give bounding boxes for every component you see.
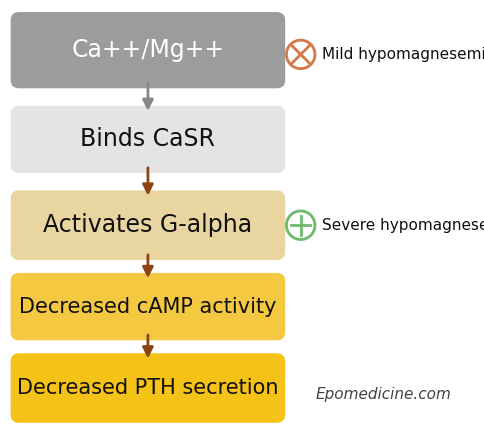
FancyBboxPatch shape	[11, 12, 285, 88]
FancyBboxPatch shape	[11, 190, 285, 260]
Text: Epomedicine.com: Epomedicine.com	[315, 387, 450, 402]
Text: Binds CaSR: Binds CaSR	[80, 128, 215, 151]
Ellipse shape	[286, 211, 314, 240]
Text: Decreased PTH secretion: Decreased PTH secretion	[17, 378, 278, 398]
FancyBboxPatch shape	[11, 106, 285, 173]
FancyBboxPatch shape	[11, 273, 285, 340]
Text: Severe hypomagnesemia: Severe hypomagnesemia	[321, 218, 484, 233]
Text: Activates G-alpha: Activates G-alpha	[43, 213, 252, 237]
Text: Decreased cAMP activity: Decreased cAMP activity	[19, 297, 276, 317]
FancyBboxPatch shape	[11, 353, 285, 423]
Ellipse shape	[286, 40, 314, 69]
Text: Mild hypomagnesemia: Mild hypomagnesemia	[321, 47, 484, 62]
Text: Ca++/Mg++: Ca++/Mg++	[71, 38, 224, 62]
